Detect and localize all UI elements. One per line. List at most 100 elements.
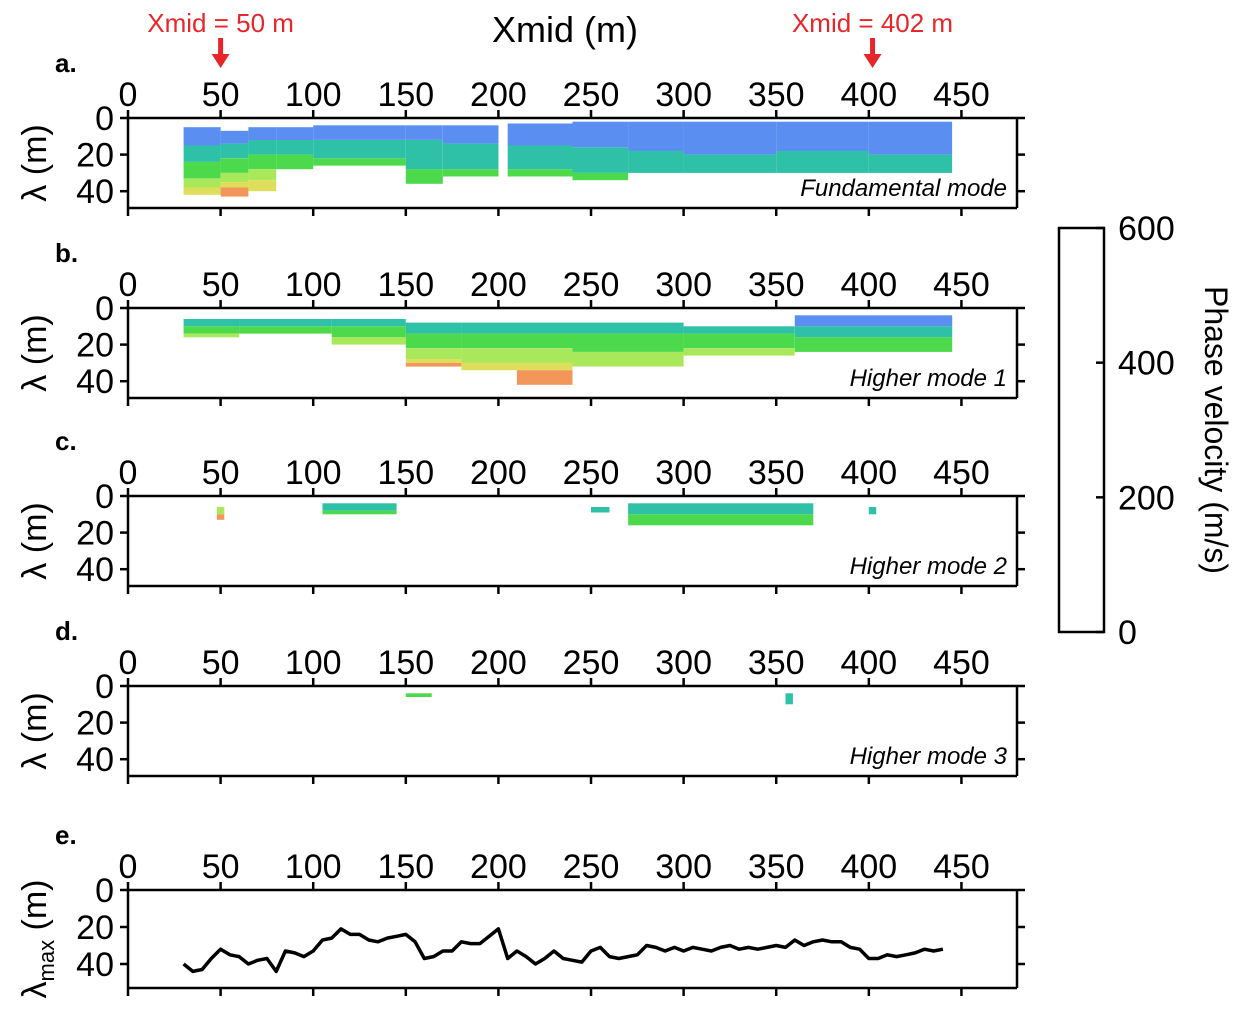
x-tick-label: 100 [285, 76, 342, 114]
x-tick-label: 150 [377, 454, 434, 492]
x-tick-label: 400 [840, 454, 897, 492]
x-tick-label: 250 [563, 454, 620, 492]
y-axis-label: λ (m) [16, 502, 54, 579]
y-tick-label: 20 [76, 327, 114, 365]
heat-cell [184, 127, 221, 145]
y-tick-label: 0 [95, 668, 114, 706]
x-axis-title: Xmid (m) [492, 9, 638, 50]
annotation-label: Xmid = 50 m [147, 8, 294, 38]
heat-cell [776, 122, 869, 151]
heat-cell [221, 144, 249, 159]
x-tick-label: 150 [377, 266, 434, 304]
heat-cell [406, 125, 443, 140]
y-tick-label: 40 [76, 363, 114, 401]
heat-cell [517, 363, 573, 370]
mode-label: Higher mode 3 [850, 743, 1008, 770]
heat-cell [406, 348, 462, 359]
heat-cell [573, 323, 684, 334]
annotation-arrow-head [212, 54, 230, 68]
heat-cell [323, 503, 397, 510]
y-axis-label-unit: (m) [16, 880, 54, 940]
heat-cell [184, 334, 240, 338]
heat-cell [443, 125, 499, 143]
colorbar-tick-label: 200 [1118, 479, 1175, 517]
x-tick-label: 50 [202, 848, 240, 886]
heat-cell [248, 155, 276, 170]
x-tick-label: 300 [655, 848, 712, 886]
y-tick-label: 40 [76, 741, 114, 779]
heat-cell [239, 319, 332, 326]
panel-label: a. [55, 48, 77, 78]
heat-cell [684, 326, 795, 333]
heat-cell [184, 162, 221, 179]
heat-cell [517, 370, 573, 385]
colorbar-tick-label: 400 [1118, 345, 1175, 383]
x-tick-label: 400 [840, 644, 897, 682]
x-tick-label: 50 [202, 76, 240, 114]
x-tick-label: 250 [563, 848, 620, 886]
x-tick-label: 400 [840, 76, 897, 114]
panel-2: 0 50 100 150 200 250 300 350 400 45002040λ (m)b.H… [16, 238, 1025, 406]
x-tick-label: 100 [285, 644, 342, 682]
heat-cell [276, 140, 313, 155]
heat-cell [406, 359, 462, 363]
heat-cell [628, 122, 684, 151]
x-tick-label: 200 [470, 454, 527, 492]
y-tick-label: 40 [76, 551, 114, 589]
heat-cell [628, 514, 813, 525]
y-tick-label: 0 [95, 290, 114, 328]
heat-cell [795, 326, 952, 337]
y-tick-label: 0 [95, 872, 114, 910]
x-tick-label: 50 [202, 266, 240, 304]
x-tick-label: 450 [933, 76, 990, 114]
x-tick-label: 400 [840, 266, 897, 304]
heat-cell [684, 122, 777, 155]
heat-cell [508, 124, 573, 146]
x-tick-label: 250 [563, 644, 620, 682]
heat-cell [786, 693, 793, 704]
x-tick-label: 0 [119, 266, 138, 304]
heat-cell [508, 145, 573, 169]
x-tick-label: 300 [655, 454, 712, 492]
y-axis-label: λmax (m) [16, 880, 59, 999]
heat-cell [248, 127, 276, 140]
panel-label: b. [55, 238, 78, 268]
heat-cell [184, 188, 221, 195]
heat-cell [684, 334, 795, 349]
x-tick-label: 50 [202, 454, 240, 492]
x-tick-label: 150 [377, 848, 434, 886]
heat-cell [869, 155, 952, 173]
y-axis-label-lambda: λ [16, 981, 54, 998]
heat-cell [332, 319, 406, 326]
heat-cell [795, 337, 952, 352]
heat-cell [573, 122, 629, 148]
x-tick-label: 350 [748, 266, 805, 304]
x-tick-label: 200 [470, 644, 527, 682]
x-tick-label: 350 [748, 644, 805, 682]
heat-cell [508, 169, 573, 176]
x-tick-label: 100 [285, 266, 342, 304]
heat-cell [628, 151, 684, 173]
heat-cell [573, 173, 629, 180]
x-tick-label: 0 [119, 848, 138, 886]
mode-label: Fundamental mode [800, 175, 1007, 202]
x-tick-label: 200 [470, 76, 527, 114]
heat-cell [684, 155, 777, 173]
heat-cell [221, 131, 249, 144]
heat-cell [406, 363, 462, 367]
heat-cell [591, 507, 610, 513]
y-tick-label: 0 [95, 478, 114, 516]
y-tick-label: 20 [76, 137, 114, 175]
heat-cell [217, 514, 224, 520]
x-tick-label: 250 [563, 266, 620, 304]
x-tick-label: 400 [840, 848, 897, 886]
x-tick-label: 250 [563, 76, 620, 114]
x-tick-label: 200 [470, 848, 527, 886]
x-tick-label: 450 [933, 266, 990, 304]
heat-cell [573, 352, 684, 367]
heat-cell [869, 122, 952, 155]
heat-cell [406, 140, 443, 169]
